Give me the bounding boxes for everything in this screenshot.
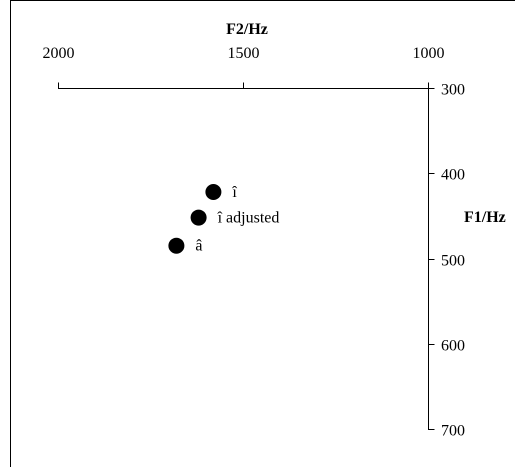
y-tick-label-400: 400	[441, 167, 465, 184]
data-point-label-2: â	[195, 238, 202, 255]
data-point-label-0: î	[231, 184, 237, 201]
y-axis-title: F1/Hz	[464, 209, 506, 226]
data-point-0	[205, 184, 222, 201]
data-point-label-1: î adjusted	[217, 210, 280, 227]
y-ticks: 300 400 500 600 700	[428, 82, 465, 440]
y-tick-label-300: 300	[441, 82, 465, 99]
data-point-1	[190, 209, 207, 226]
data-points: î î adjusted â	[168, 184, 279, 255]
x-tick-label-1000: 1000	[413, 45, 445, 62]
x-tick-label-1500: 1500	[228, 45, 260, 62]
x-ticks: 2000 1500 1000	[43, 45, 445, 89]
data-point-2	[168, 237, 185, 254]
x-axis-title: F2/Hz	[226, 21, 268, 38]
x-tick-label-2000: 2000	[43, 45, 75, 62]
y-tick-label-600: 600	[441, 338, 465, 355]
y-tick-label-500: 500	[441, 253, 465, 270]
y-tick-label-700: 700	[441, 423, 465, 440]
